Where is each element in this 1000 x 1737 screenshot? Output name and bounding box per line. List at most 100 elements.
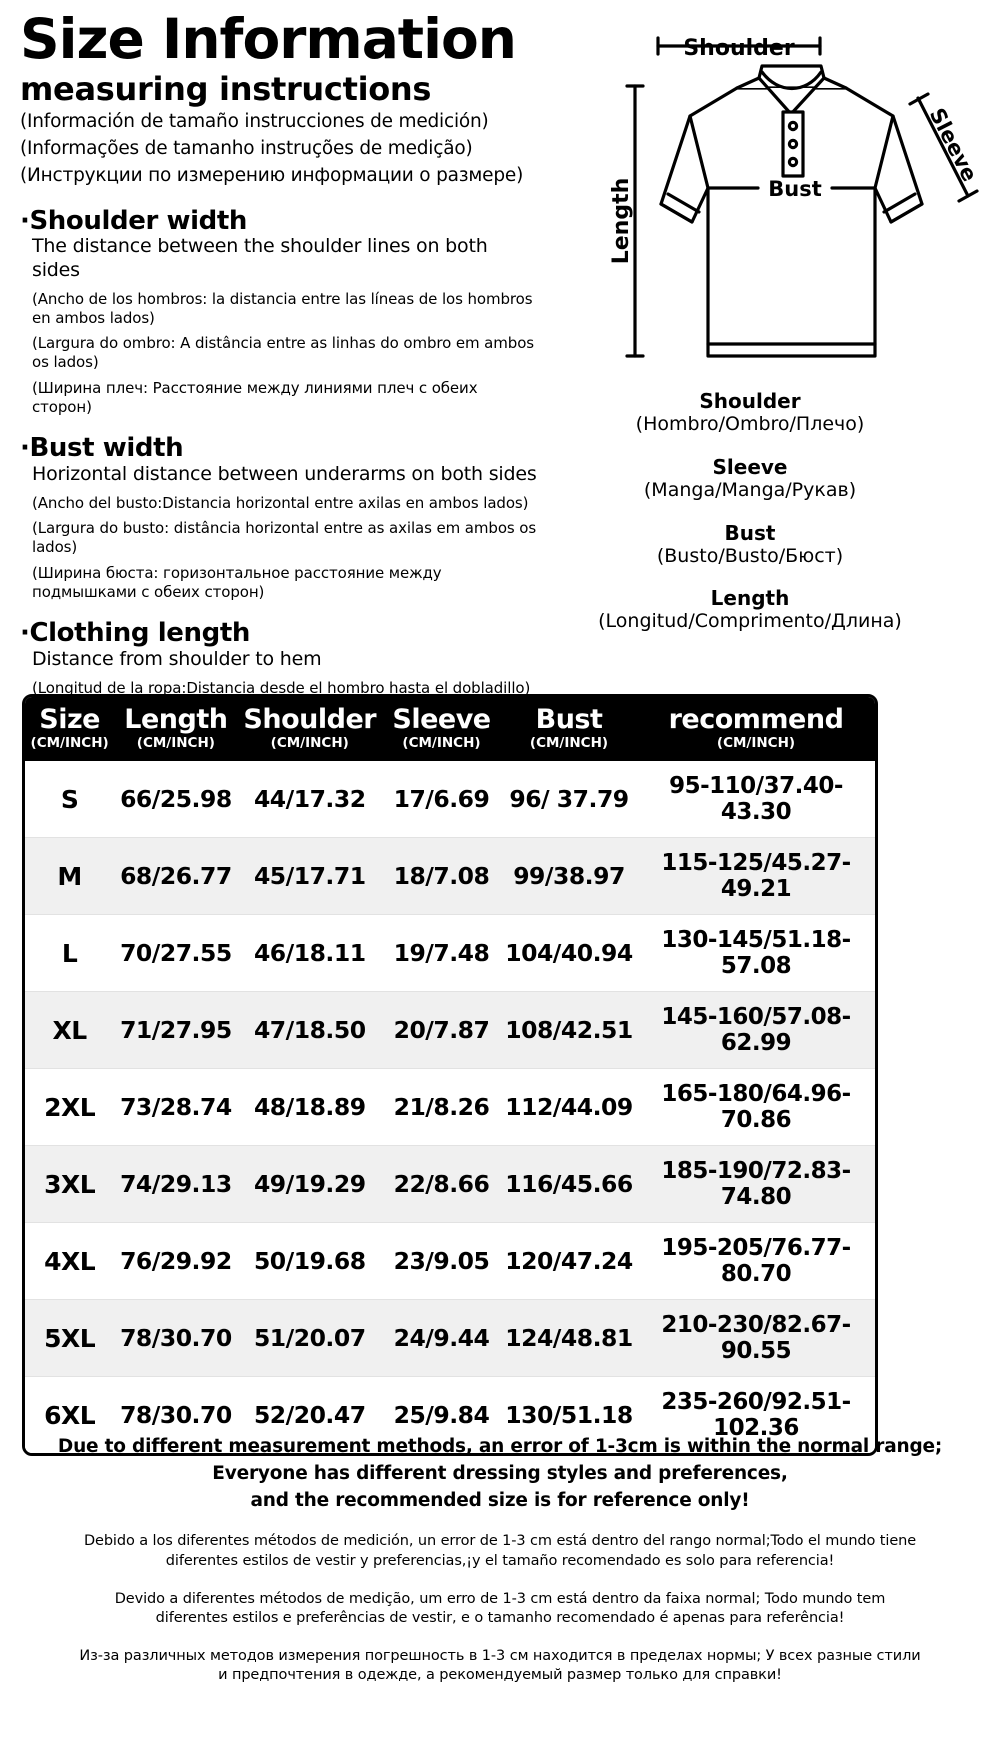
disclaimer-en-line-3: and the recommended size is for referenc… [250, 1489, 750, 1511]
sleeve-dimension-label: Sleeve [925, 104, 982, 185]
cell-measurement: 18/7.08 [382, 837, 501, 916]
legend-item-bust: Bust (Busto/Busto/Бюст) [540, 520, 960, 568]
page-subtitle: measuring instructions [20, 70, 432, 108]
bust-dimension-label: Bust [768, 177, 822, 201]
disclaimer-en-line-2: Everyone has different dressing styles a… [212, 1462, 788, 1484]
cell-measurement: 108/42.51 [501, 991, 637, 1070]
cell-measurement: 68/26.77 [114, 837, 238, 916]
cell-measurement: 96/ 37.79 [501, 761, 637, 839]
cell-measurement: 120/47.24 [501, 1222, 637, 1301]
cell-recommend: 130-145/51.18-57.08 [637, 914, 875, 993]
bullet-icon: · [20, 433, 30, 464]
cell-measurement: 44/17.32 [237, 761, 382, 839]
legend-label-en: Shoulder [699, 389, 801, 413]
title-translation-pt: (Informações de tamanho instruções de me… [20, 137, 473, 159]
cell-measurement: 124/48.81 [501, 1299, 637, 1378]
table-row: 3XL 74/29.13 49/19.29 22/8.66 116/45.66 185-1… [25, 1145, 875, 1224]
cell-recommend: 185-190/72.83-74.80 [637, 1145, 875, 1224]
column-unit: (CM/INCH) [716, 735, 796, 751]
cell-measurement: 48/18.89 [237, 1068, 382, 1147]
section-description-es: (Ancho de los hombros: la distancia entr… [32, 289, 533, 327]
disclaimer-ru-line-1: Из-за различных методов измерения погреш… [79, 1647, 921, 1664]
table-row: S 66/25.98 44/17.32 17/6.69 96/ 37.79 95-110/… [25, 761, 875, 839]
section-description-es: (Longitud de la ropa:Distancia desde el … [32, 678, 531, 697]
cell-size: L [25, 914, 115, 993]
cell-measurement: 99/38.97 [501, 837, 637, 916]
cell-measurement: 130/51.18 [505, 1401, 633, 1430]
cell-measurement: 47/18.50 [237, 991, 382, 1070]
column-header-sleeve: Sleeve (CM/INCH) [382, 697, 501, 762]
disclaimer-es-line-1: Debido a los diferentes métodos de medic… [83, 1533, 917, 1550]
cell-recommend: 145-160/57.08-62.99 [637, 991, 875, 1070]
cell-size: 2XL [25, 1068, 115, 1147]
disclaimer-section: Due to different measurement methods, an… [0, 1434, 1000, 1686]
table-body: S 66/25.98 44/17.32 17/6.69 96/ 37.79 95-110/… [25, 761, 875, 1454]
column-header-length: Length (CM/INCH) [114, 697, 238, 762]
section-description-pt: (Largura do ombro: A distância entre as … [32, 334, 534, 372]
legend-label-translations: (Busto/Busto/Бюст) [656, 544, 844, 567]
cell-measurement: 23/9.05 [382, 1222, 501, 1301]
cell-size: XL [25, 991, 115, 1070]
bullet-icon: · [20, 205, 30, 236]
legend-item-shoulder: Shoulder (Hombro/Ombro/Плечо) [540, 390, 960, 436]
table-row: 2XL 73/28.74 48/18.89 21/8.26 112/44.09 165-1… [25, 1068, 875, 1147]
disclaimer-es: Debido a los diferentes métodos de medic… [0, 1532, 1000, 1571]
cell-size: M [25, 837, 115, 916]
cell-measurement: 49/19.29 [237, 1145, 382, 1224]
cell-measurement: 73/28.74 [114, 1068, 238, 1147]
table-header: Size (CM/INCH) Length (CM/INCH) Shoulder… [25, 697, 875, 762]
length-dimension-label: Length [609, 178, 634, 265]
column-title: Length [124, 704, 228, 735]
table-row: L 70/27.55 46/18.11 19/7.48 104/40.94 130-145… [25, 914, 875, 993]
cell-measurement: 104/40.94 [501, 914, 637, 993]
legend-label-en: Sleeve [712, 454, 788, 479]
shirt-illustration-icon: Shoulder Bust Length Sleeve [609, 36, 982, 358]
cell-size: 4XL [25, 1222, 115, 1301]
cell-recommend: 95-110/37.40-43.30 [637, 761, 875, 839]
column-header-shoulder: Shoulder (CM/INCH) [237, 697, 382, 762]
disclaimer-pt-line-1: Devido a diferentes métodos de medição, … [114, 1590, 886, 1607]
table-row: M 68/26.77 45/17.71 18/7.08 99/38.97 115-125/… [25, 837, 875, 916]
cell-measurement: 22/8.66 [382, 1145, 501, 1224]
section-heading: ·Shoulder width [20, 205, 540, 236]
top-section: Size Information measuring instructions … [0, 0, 1000, 749]
cell-measurement: 112/44.09 [501, 1068, 637, 1147]
diagram-column: Shoulder Bust Length Sleeve Shoulder (Ho… [540, 8, 1000, 749]
section-shoulder-width: ·Shoulder width The distance between the… [20, 205, 540, 417]
cell-measurement: 46/18.11 [237, 914, 382, 993]
cell-measurement: 78/30.70 [114, 1299, 238, 1378]
column-title: recommend [668, 704, 844, 735]
page-title: Size Information [20, 7, 517, 71]
column-title: Bust [535, 704, 603, 735]
measurement-legend: Shoulder (Hombro/Ombro/Плечо) Sleeve (Ma… [540, 390, 1000, 633]
disclaimer-ru: Из-за различных методов измерения погреш… [0, 1647, 1000, 1686]
legend-label-translations: (Hombro/Ombro/Плечо) [635, 413, 865, 435]
section-description-en: Horizontal distance between underarms on… [32, 462, 537, 485]
cell-recommend: 195-205/76.77-80.70 [637, 1222, 875, 1301]
column-title: Shoulder [243, 704, 377, 735]
polo-shirt-diagram: Shoulder Bust Length Sleeve [540, 8, 1000, 368]
cell-measurement: 116/45.66 [501, 1145, 637, 1224]
size-table: Size (CM/INCH) Length (CM/INCH) Shoulder… [25, 697, 875, 1454]
cell-measurement: 20/7.87 [382, 991, 501, 1070]
legend-label-translations: (Manga/Manga/Рукав) [643, 478, 857, 501]
legend-label-en: Bust [724, 520, 776, 545]
column-unit: (CM/INCH) [136, 735, 215, 751]
size-table-container: Size (CM/INCH) Length (CM/INCH) Shoulder… [22, 694, 878, 1457]
legend-item-sleeve: Sleeve (Manga/Manga/Рукав) [540, 454, 960, 502]
cell-measurement: 45/17.71 [237, 837, 382, 916]
bullet-icon: · [20, 618, 30, 649]
section-description-ru: (Ширина плеч: Расстояние между линиями п… [32, 378, 478, 416]
section-description-en: The distance between the shoulder lines … [32, 235, 488, 282]
cell-size: S [25, 761, 115, 839]
cell-recommend: 115-125/45.27-49.21 [637, 837, 875, 916]
cell-measurement: 51/20.07 [237, 1299, 382, 1378]
table-row: 5XL 78/30.70 51/20.07 24/9.44 124/48.81 210-2… [25, 1299, 875, 1378]
column-header-recommend: recommend (CM/INCH) [637, 697, 875, 762]
cell-measurement: 17/6.69 [382, 761, 501, 839]
column-unit: (CM/INCH) [270, 735, 349, 751]
legend-label-translations: (Longitud/Comprimento/Длина) [598, 610, 902, 633]
cell-measurement: 66/25.98 [114, 761, 238, 839]
section-title: Clothing length [29, 618, 250, 649]
